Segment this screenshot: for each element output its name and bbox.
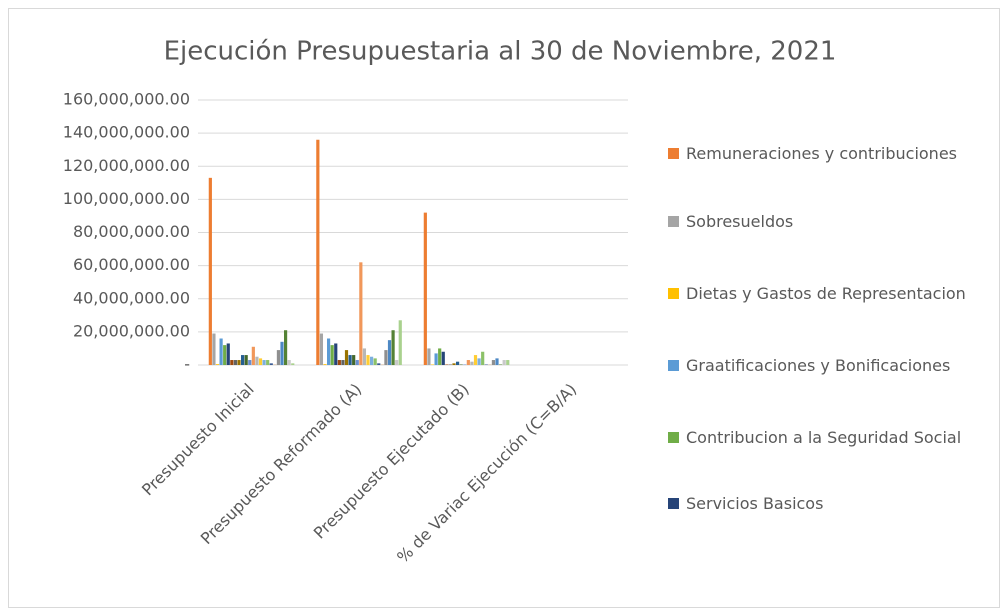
legend-label: Contribucion a la Seguridad Social	[686, 428, 962, 447]
bar	[470, 361, 474, 365]
bar	[441, 351, 445, 365]
bar	[395, 360, 399, 365]
bar	[434, 353, 438, 365]
bar	[208, 177, 212, 365]
legend-swatch	[668, 216, 679, 227]
y-tick-label: 140,000,000.00	[63, 123, 190, 142]
bar	[262, 360, 266, 365]
bar	[387, 340, 392, 365]
bar	[319, 333, 324, 365]
y-tick-label: 120,000,000.00	[63, 156, 190, 175]
bar	[359, 262, 363, 365]
bar	[398, 320, 402, 365]
bar	[456, 361, 460, 365]
bar	[241, 355, 245, 365]
legend-label: Graatificaciones y Bonificaciones	[686, 356, 951, 375]
bar	[219, 338, 223, 365]
bar	[491, 360, 496, 365]
bar	[244, 355, 248, 365]
bar	[334, 343, 338, 365]
bar	[230, 360, 234, 365]
bar	[223, 345, 227, 365]
bar	[287, 360, 291, 365]
bar	[502, 360, 506, 365]
bar	[348, 355, 352, 365]
bar	[473, 355, 478, 365]
legend-swatch	[668, 148, 679, 159]
bar	[477, 358, 481, 365]
bar	[438, 348, 442, 365]
bar	[269, 363, 273, 365]
legend-label: Remuneraciones y contribuciones	[686, 144, 957, 163]
bar	[280, 341, 284, 365]
bar	[495, 358, 499, 365]
chart-frame	[8, 8, 1000, 608]
bar	[284, 330, 288, 365]
bar	[466, 360, 470, 365]
bar	[248, 360, 252, 365]
legend-label: Servicios Basicos	[686, 494, 824, 513]
bar	[481, 351, 485, 365]
bar	[258, 358, 263, 365]
legend-swatch	[668, 288, 679, 299]
bar	[366, 355, 370, 365]
bar	[337, 360, 341, 365]
bar	[377, 363, 381, 365]
bar	[391, 330, 395, 365]
bar	[215, 364, 220, 365]
bar	[373, 358, 377, 365]
bar	[423, 212, 427, 365]
y-tick-label: 100,000,000.00	[63, 189, 190, 208]
legend-label: Sobresueldos	[686, 212, 794, 231]
bar	[255, 356, 259, 365]
bar	[506, 360, 510, 365]
bar	[352, 355, 356, 365]
bar	[212, 333, 216, 365]
legend-label: Dietas y Gastos de Representacion	[686, 284, 966, 303]
bar	[237, 360, 241, 365]
bar	[362, 348, 367, 365]
bar	[384, 350, 388, 365]
bar	[266, 360, 270, 365]
bar	[323, 364, 327, 365]
y-tick-label: -	[184, 355, 190, 374]
y-tick-label: 20,000,000.00	[73, 321, 190, 340]
bar	[370, 356, 374, 365]
bar	[452, 363, 456, 365]
legend-swatch	[668, 360, 679, 371]
bar	[226, 343, 230, 365]
bar	[291, 363, 295, 365]
bar	[233, 360, 238, 365]
y-tick-label: 80,000,000.00	[73, 222, 190, 241]
bar	[330, 345, 334, 365]
chart-title: Ejecución Presupuestaria al 30 de Noviem…	[164, 37, 837, 67]
y-tick-label: 40,000,000.00	[73, 288, 190, 307]
bar	[276, 350, 281, 365]
bar	[344, 350, 349, 365]
y-tick-label: 160,000,000.00	[63, 90, 190, 109]
bar	[251, 346, 255, 365]
legend-swatch	[668, 498, 679, 509]
bar	[316, 139, 320, 365]
bar	[355, 360, 359, 365]
bar	[341, 360, 345, 365]
y-tick-label: 60,000,000.00	[73, 255, 190, 274]
legend-swatch	[668, 432, 679, 443]
bar	[427, 348, 431, 365]
bar	[327, 338, 331, 365]
